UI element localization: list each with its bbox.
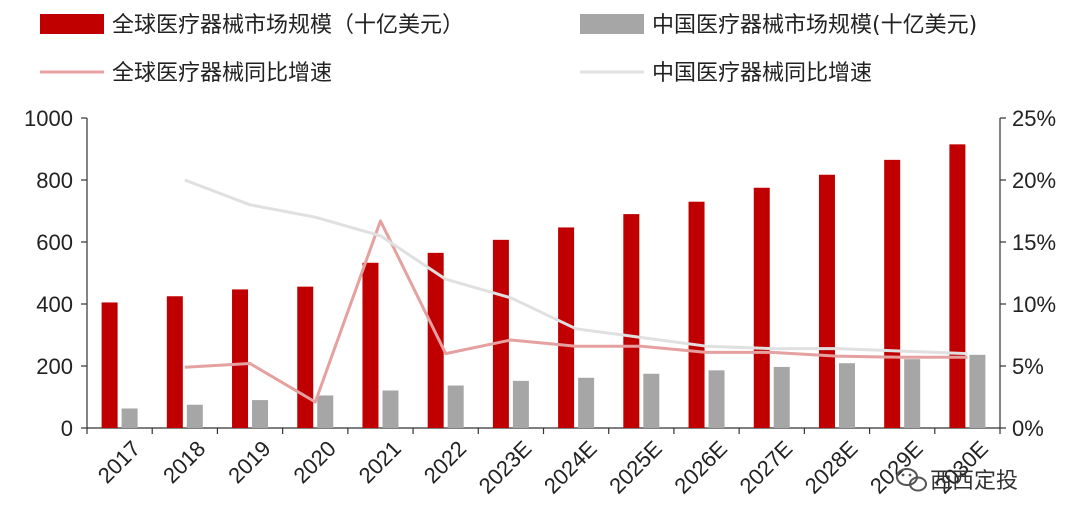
bar-global-market (101, 302, 118, 428)
x-tick-label: 2026E (669, 436, 732, 499)
bar-global-market (558, 227, 575, 428)
bar-china-market (838, 363, 855, 428)
x-tick-label: 2028E (800, 436, 863, 499)
bar-china-market (969, 354, 986, 428)
bar-global-market (949, 144, 966, 428)
bar-global-market (492, 239, 509, 428)
y-right-tick-label: 15% (1012, 230, 1056, 255)
bar-global-market (818, 174, 835, 428)
x-tick-label: 2019 (223, 436, 275, 488)
bar-china-market (512, 380, 529, 428)
legend-item-global-market: 全球医疗器械市场规模（十亿美元） (40, 13, 464, 38)
legend-item-china-market: 中国医疗器械市场规模(十亿美元) (580, 13, 977, 38)
bar-china-market (317, 395, 334, 428)
wechat-icon (896, 468, 927, 492)
legend-item-china-growth: 中国医疗器械同比增速 (580, 61, 872, 86)
watermark-text: 西西定投 (930, 469, 1018, 494)
y-left-tick-label: 200 (36, 354, 73, 379)
y-left-tick-label: 0 (61, 416, 73, 441)
bar-china-market (121, 408, 138, 428)
bar-global-market (427, 252, 444, 428)
bar-global-market (297, 286, 314, 428)
legend-label-china-market: 中国医疗器械市场规模(十亿美元) (652, 13, 977, 38)
x-tick-label: 2023E (474, 436, 537, 499)
bar-china-market (708, 370, 725, 428)
y-left-tick-label: 800 (36, 168, 73, 193)
bar-china-market (186, 404, 203, 428)
bar-china-market (382, 390, 399, 428)
line-global-growth (184, 219, 968, 404)
y-right-tick-label: 10% (1012, 292, 1056, 317)
y-left-tick-label: 400 (36, 292, 73, 317)
bar-global-market (232, 289, 249, 428)
x-tick-label: 2020 (288, 436, 340, 488)
y-right-tick-label: 5% (1012, 354, 1044, 379)
x-tick-label: 2029E (865, 436, 928, 499)
y-right-tick-label: 0% (1012, 416, 1044, 441)
legend-item-global-growth: 全球医疗器械同比增速 (40, 61, 332, 86)
y-right-tick-label: 20% (1012, 168, 1056, 193)
bar-china-market (578, 377, 595, 428)
bar-global-market (623, 214, 640, 428)
legend: 全球医疗器械市场规模（十亿美元） 中国医疗器械市场规模(十亿美元) 全球医疗器械… (40, 13, 977, 86)
x-tick-label: 2024E (539, 436, 602, 499)
x-tick-label: 2021 (354, 436, 406, 488)
y-right-tick-label: 25% (1012, 106, 1056, 131)
bar-china-market (252, 400, 269, 428)
bar-global-market (166, 296, 183, 428)
x-tick-label: 2017 (93, 436, 145, 488)
legend-swatch-china-market (580, 14, 644, 34)
bar-global-market (688, 201, 705, 428)
bar-china-market (447, 385, 464, 428)
legend-label-global-market: 全球医疗器械市场规模（十亿美元） (112, 13, 464, 38)
legend-swatch-global-market (40, 14, 104, 34)
bar-global-market (884, 159, 901, 428)
x-tick-label: 2022 (419, 436, 471, 488)
bar-global-market (753, 187, 770, 428)
x-tick-label: 2025E (604, 436, 667, 499)
bar-global-market (362, 262, 379, 428)
y-left-tick-label: 1000 (24, 106, 73, 131)
legend-label-china-growth: 中国医疗器械同比增速 (652, 61, 872, 86)
legend-label-global-growth: 全球医疗器械同比增速 (112, 61, 332, 86)
y-left-tick-label: 600 (36, 230, 73, 255)
x-tick-label: 2027E (735, 436, 798, 499)
watermark: 西西定投 (896, 468, 1018, 494)
x-tick-label: 2018 (158, 436, 210, 488)
bar-china-market (643, 373, 660, 428)
bar-china-market (773, 366, 790, 428)
line-china-growth (184, 178, 968, 356)
bar-china-market (904, 359, 921, 428)
